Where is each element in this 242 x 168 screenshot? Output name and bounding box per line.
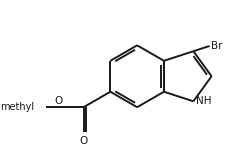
Text: O: O [54, 96, 62, 106]
Text: O: O [79, 136, 88, 146]
Text: methyl: methyl [0, 102, 34, 112]
Text: Br: Br [211, 41, 223, 51]
Text: NH: NH [196, 96, 211, 106]
